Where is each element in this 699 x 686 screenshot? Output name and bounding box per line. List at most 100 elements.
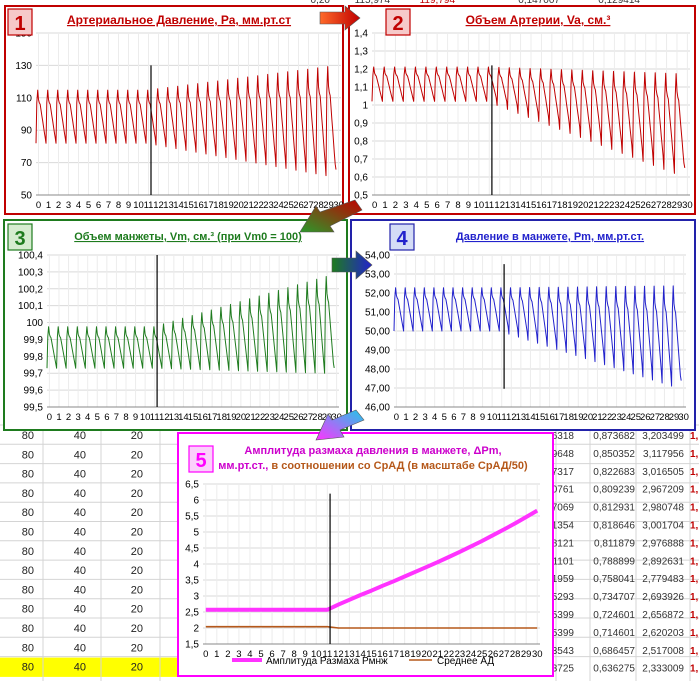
sheet-cell[interactable]: 20: [131, 662, 143, 674]
sheet-cell[interactable]: 80: [22, 546, 34, 558]
sheet-cell[interactable]: 80: [22, 604, 34, 616]
sheet-cell[interactable]: 1,: [690, 664, 699, 675]
sheet-cell[interactable]: 0,20: [311, 0, 331, 6]
sheet-cell[interactable]: 1,: [690, 449, 699, 460]
sheet-cell[interactable]: 80: [22, 449, 34, 461]
sheet-cell[interactable]: 20: [131, 527, 143, 539]
sheet-cell[interactable]: 40: [74, 546, 86, 558]
sheet-cell[interactable]: 1,: [690, 628, 699, 639]
sheet-cell[interactable]: 20: [131, 449, 143, 461]
sheet-cell[interactable]: 1,: [690, 646, 699, 657]
sheet-cell[interactable]: 80: [22, 623, 34, 635]
sheet-cell[interactable]: 5399: [552, 628, 575, 639]
sheet-cell[interactable]: 40: [74, 584, 86, 596]
sheet-cell[interactable]: 80: [22, 642, 34, 654]
sheet-cell[interactable]: 80: [22, 488, 34, 500]
sheet-cell[interactable]: 7317: [552, 467, 575, 478]
sheet-cell[interactable]: 2,967209: [642, 485, 684, 496]
sheet-cell[interactable]: 40: [74, 565, 86, 577]
sheet-cell[interactable]: 40: [74, 507, 86, 519]
sheet-cell[interactable]: 20: [131, 469, 143, 481]
chart-panel-4[interactable]: 46,00 47,00 48,00 49,00 50,00 51,00 52,00 53,00…: [350, 219, 696, 431]
chart-panel-2[interactable]: 0,5 0,6 0,7 0,8 0,9 1 1,1 1,2 1,3 1,4 0 1 2 3 4 5 6 7 8 9 10…: [348, 5, 696, 215]
sheet-cell[interactable]: 80: [22, 584, 34, 596]
sheet-cell[interactable]: 2,333009: [642, 664, 684, 675]
sheet-cell[interactable]: 1,: [690, 574, 699, 585]
sheet-cell[interactable]: 5293: [552, 592, 575, 603]
sheet-cell[interactable]: 80: [22, 507, 34, 519]
sheet-cell[interactable]: 0,811879: [594, 538, 635, 549]
sheet-cell[interactable]: 40: [74, 604, 86, 616]
sheet-cell[interactable]: 1,: [690, 503, 699, 514]
sheet-cell[interactable]: 80: [22, 662, 34, 674]
sheet-cell[interactable]: 0,147007: [518, 0, 560, 6]
sheet-cell[interactable]: 3725: [552, 664, 575, 675]
chart-panel-1[interactable]: 5070901101301500123456789101112131415161…: [4, 5, 344, 215]
sheet-cell[interactable]: 0,758041: [593, 574, 635, 585]
sheet-cell[interactable]: 8121: [552, 538, 575, 549]
sheet-cell[interactable]: 40: [74, 488, 86, 500]
sheet-cell[interactable]: 0,818646: [593, 521, 635, 532]
sheet-cell[interactable]: 1354: [552, 521, 575, 532]
sheet-cell[interactable]: 5399: [552, 610, 575, 621]
sheet-cell[interactable]: 20: [131, 507, 143, 519]
sheet-cell[interactable]: 80: [22, 469, 34, 481]
sheet-cell[interactable]: 40: [74, 623, 86, 635]
sheet-cell[interactable]: 0,129414: [598, 0, 640, 6]
sheet-cell[interactable]: 2,656872: [642, 610, 684, 621]
sheet-cell[interactable]: 1959: [552, 574, 575, 585]
sheet-cell[interactable]: 0,812931: [593, 503, 635, 514]
sheet-cell[interactable]: 0,822683: [593, 467, 635, 478]
sheet-cell[interactable]: 6318: [552, 431, 575, 442]
sheet-cell[interactable]: 80: [22, 565, 34, 577]
chart-panel-3[interactable]: 99,5 99,6 99,7 99,8 99,9 100 100,1 100,2 100,3 10…: [3, 219, 348, 431]
sheet-cell[interactable]: 3,016505: [642, 467, 684, 478]
sheet-cell[interactable]: 0,873682: [593, 431, 635, 442]
sheet-cell[interactable]: 0,809239: [593, 485, 635, 496]
sheet-cell[interactable]: 80: [22, 527, 34, 539]
sheet-cell[interactable]: 9648: [552, 449, 575, 460]
sheet-cell[interactable]: 1,: [690, 521, 699, 532]
sheet-cell[interactable]: 2,517008: [642, 646, 684, 657]
sheet-cell[interactable]: 0,686457: [593, 646, 635, 657]
sheet-cell[interactable]: 20: [131, 642, 143, 654]
sheet-cell[interactable]: 40: [74, 430, 86, 442]
sheet-cell[interactable]: 115,974: [355, 0, 391, 6]
sheet-cell[interactable]: 0761: [552, 485, 575, 496]
sheet-cell[interactable]: 20: [131, 604, 143, 616]
sheet-cell[interactable]: 20: [131, 584, 143, 596]
sheet-cell[interactable]: 2,976888: [642, 538, 684, 549]
sheet-cell[interactable]: 40: [74, 469, 86, 481]
sheet-cell[interactable]: 0,724601: [593, 610, 635, 621]
sheet-cell[interactable]: 20: [131, 430, 143, 442]
sheet-cell[interactable]: 20: [131, 546, 143, 558]
sheet-cell[interactable]: 3,117956: [643, 449, 684, 460]
chart-panel-5[interactable]: 1,5 2 2,5 3 3,5 4 4,5 5 5,5 6 6,5 0 1 2 3 4 5 6 7 8 9 10 11 12 1…: [177, 432, 554, 677]
sheet-cell[interactable]: 7069: [552, 503, 575, 514]
sheet-cell[interactable]: 1,: [690, 431, 699, 442]
sheet-cell[interactable]: 3,203499: [642, 431, 684, 442]
sheet-cell[interactable]: 0,714601: [593, 628, 635, 639]
sheet-cell[interactable]: 0,734707: [593, 592, 635, 603]
sheet-cell[interactable]: 0,788899: [593, 556, 635, 567]
sheet-cell[interactable]: 20: [131, 565, 143, 577]
sheet-cell[interactable]: 2,779483: [642, 574, 684, 585]
sheet-cell[interactable]: 40: [74, 662, 86, 674]
sheet-cell[interactable]: 119,794: [420, 0, 456, 6]
sheet-cell[interactable]: 80: [22, 430, 34, 442]
sheet-cell[interactable]: 0,850352: [593, 449, 635, 460]
sheet-cell[interactable]: 1,: [690, 485, 699, 496]
sheet-cell[interactable]: 1,: [690, 467, 699, 478]
sheet-cell[interactable]: 1,: [690, 556, 699, 567]
sheet-cell[interactable]: 3,001704: [642, 521, 684, 532]
sheet-cell[interactable]: 3543: [552, 646, 575, 657]
sheet-cell[interactable]: 1,: [690, 592, 699, 603]
sheet-cell[interactable]: 2,620203: [642, 628, 684, 639]
sheet-cell[interactable]: 0,636275: [593, 664, 635, 675]
sheet-cell[interactable]: 1101: [552, 556, 574, 567]
sheet-cell[interactable]: 40: [74, 642, 86, 654]
sheet-cell[interactable]: 20: [131, 488, 143, 500]
sheet-cell[interactable]: 40: [74, 527, 86, 539]
sheet-cell[interactable]: 2,980748: [642, 503, 684, 514]
sheet-cell[interactable]: 2,693926: [642, 592, 684, 603]
